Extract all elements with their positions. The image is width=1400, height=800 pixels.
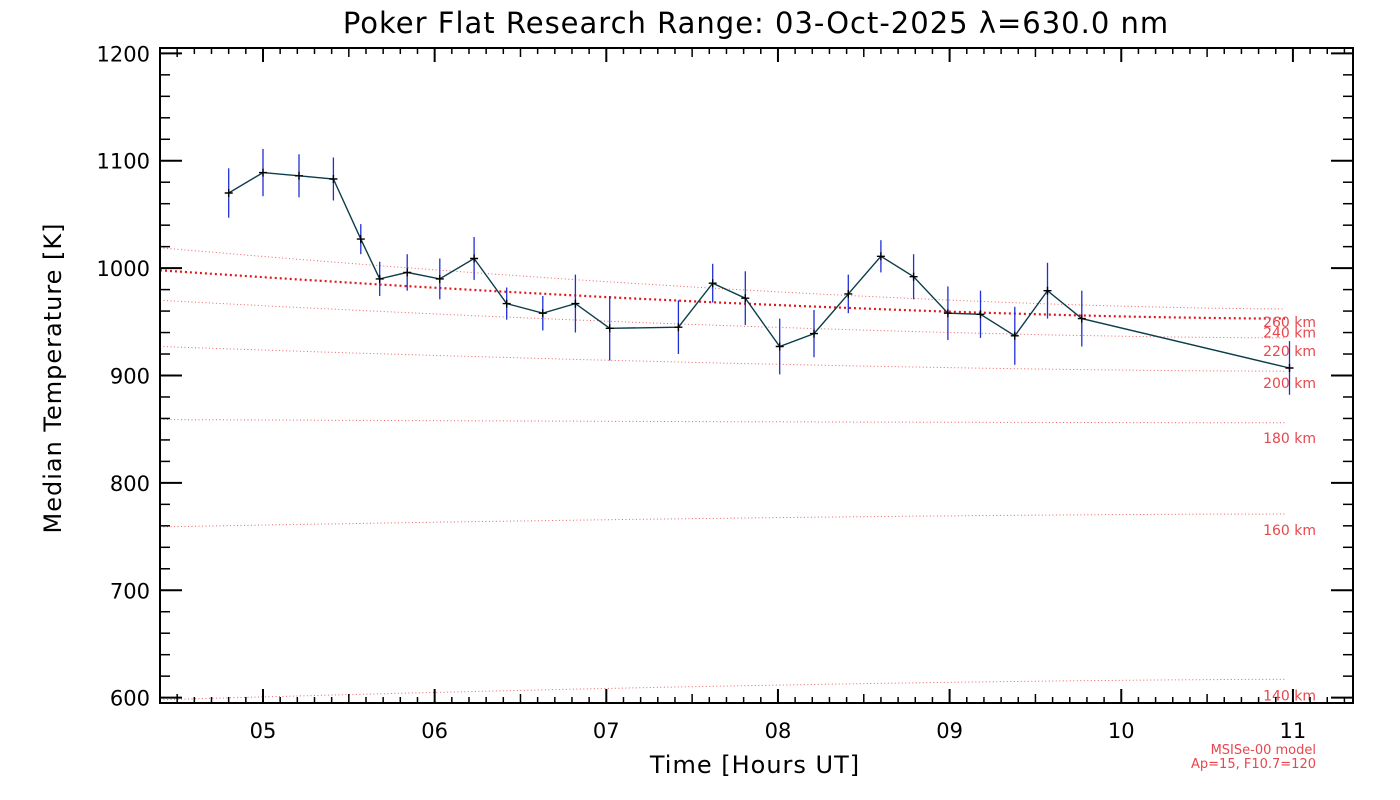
y-tick-label: 600 (110, 687, 150, 711)
data-point (403, 268, 412, 277)
y-tick-label: 900 (110, 365, 150, 389)
data-point (435, 274, 444, 283)
data-point (876, 252, 885, 261)
data-point (1077, 314, 1086, 323)
model-curve-240-km (159, 247, 1286, 310)
data-point (295, 171, 303, 180)
data-point (502, 299, 511, 308)
data-point (708, 279, 717, 288)
temperature-series (224, 148, 1294, 395)
model-label-240-km: 240 km (1263, 326, 1316, 342)
x-axis-label: Time [Hours UT] (649, 751, 860, 779)
model-curve-180-km (159, 419, 1285, 424)
chart-title: Poker Flat Research Range: 03-Oct-2025 λ… (343, 6, 1169, 40)
data-point (674, 323, 683, 332)
x-tick-label: 08 (765, 719, 792, 743)
y-tick-label: 800 (110, 472, 150, 496)
data-point (943, 309, 952, 318)
x-tick-label: 11 (1280, 719, 1307, 743)
data-point (775, 342, 784, 351)
axis-ticks: 05 06 07 08 09 10 11 600 700 800 900 1000 1100 1200 (97, 42, 1353, 743)
plot-frame (159, 47, 1354, 704)
y-axis-label: Median Temperature [K] (39, 222, 67, 533)
model-label-180-km: 180 km (1263, 431, 1316, 447)
data-point (1285, 364, 1294, 372)
model-curve-220-km (159, 299, 1286, 339)
x-tick-label: 07 (593, 719, 620, 743)
data-point (259, 168, 267, 177)
data-point (741, 294, 750, 303)
data-point (844, 289, 853, 298)
data-point (470, 254, 479, 263)
y-tick-label: 1200 (97, 42, 150, 66)
model-curve-160-km (159, 513, 1286, 528)
model-label-260-km: 260 km (1263, 315, 1316, 331)
data-point (329, 175, 338, 183)
data-point (538, 309, 547, 318)
data-point (909, 272, 918, 281)
data-point (224, 189, 233, 197)
series-line (228, 171, 1290, 369)
data-point (375, 274, 384, 283)
data-point (356, 235, 365, 244)
model-name-note: MSISe-00 model (1211, 743, 1316, 758)
y-tick-label: 1000 (97, 257, 150, 281)
data-point (1010, 331, 1019, 340)
model-curve-140-km (159, 678, 1285, 701)
data-point (976, 310, 985, 319)
model-label-160-km: 160 km (1263, 523, 1316, 539)
y-tick-label: 1100 (97, 150, 150, 174)
y-tick-label: 700 (110, 579, 150, 603)
data-point (1043, 286, 1052, 295)
data-point (605, 324, 614, 333)
x-tick-label: 05 (250, 719, 277, 743)
x-tick-label: 10 (1108, 719, 1135, 743)
data-point (810, 329, 818, 338)
model-curve-260-km (159, 269, 1286, 320)
model-params-note: Ap=15, F10.7=120 (1191, 757, 1316, 772)
model-curve-200-km (159, 346, 1286, 372)
x-tick-label: 09 (936, 719, 963, 743)
x-tick-label: 06 (421, 719, 448, 743)
data-point (571, 299, 580, 308)
